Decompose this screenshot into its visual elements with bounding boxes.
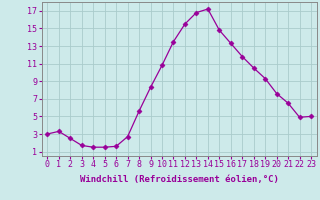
X-axis label: Windchill (Refroidissement éolien,°C): Windchill (Refroidissement éolien,°C) (80, 175, 279, 184)
